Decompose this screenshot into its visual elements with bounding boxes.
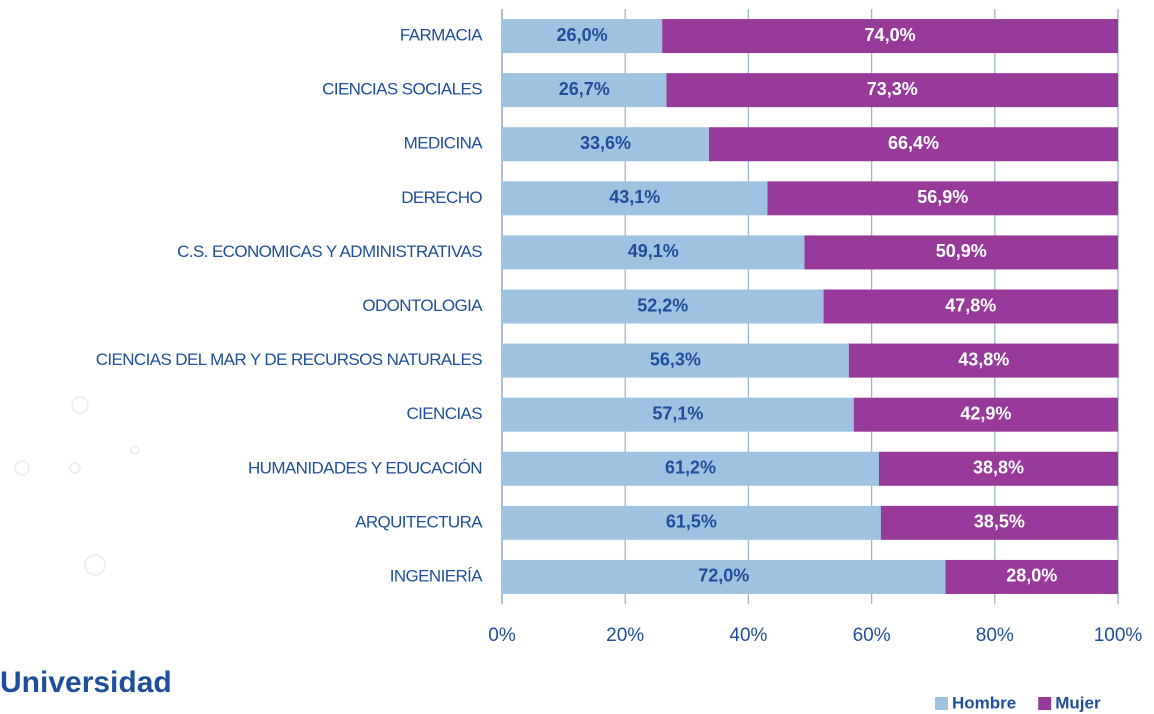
bar-segment [502, 235, 805, 270]
x-tick-label: 0% [488, 625, 516, 646]
bar-segment [502, 559, 946, 594]
data-label: 49,1% [628, 241, 679, 261]
legend-swatch [1038, 697, 1052, 710]
y-tick-label: ODONTOLOGIA [362, 296, 483, 315]
y-tick-label: CIENCIAS [407, 404, 483, 423]
data-label: 26,0% [557, 25, 608, 45]
data-label: 74,0% [865, 25, 916, 45]
bar-segment [823, 289, 1118, 324]
bar-segment [666, 73, 1118, 108]
y-tick-label: C.S. ECONOMICAS Y ADMINISTRATIVAS [177, 242, 482, 261]
decoration [14, 396, 140, 576]
bar-segment [880, 505, 1118, 540]
x-tick-label: 100% [1094, 625, 1143, 646]
bar-segment [662, 19, 1118, 54]
data-label: 66,4% [888, 133, 939, 153]
data-label: 38,5% [974, 512, 1025, 532]
bar-segment [804, 235, 1118, 270]
bar-segment [878, 451, 1118, 486]
x-tick-label: 80% [976, 625, 1014, 646]
data-label: 47,8% [945, 295, 996, 315]
data-label: 33,6% [580, 133, 631, 153]
y-tick-label: ARQUITECTURA [355, 512, 483, 531]
data-label: 43,8% [958, 349, 1009, 369]
data-label: 38,8% [973, 458, 1024, 478]
bar-segment [502, 73, 667, 108]
bar-segment [853, 397, 1118, 432]
x-tick-label: 40% [729, 625, 767, 646]
data-label: 61,2% [665, 458, 716, 478]
data-label: 73,3% [867, 79, 918, 99]
bar-segment [708, 127, 1118, 162]
legend-swatch [935, 697, 948, 710]
y-tick-label: MEDICINA [404, 134, 484, 153]
y-tick-label: INGENIERÍA [390, 566, 484, 585]
bar-segment [502, 397, 854, 432]
data-label: 57,1% [652, 403, 703, 423]
data-label: 50,9% [936, 241, 987, 261]
data-label: 42,9% [960, 403, 1011, 423]
legend-label: Hombre [952, 693, 1016, 712]
legend-label: Mujer [1055, 693, 1101, 712]
bar-segment [767, 181, 1118, 216]
bar-segment [502, 289, 824, 324]
y-tick-label: DERECHO [401, 188, 482, 207]
data-label: 52,2% [637, 295, 688, 315]
y-tick-label: HUMANIDADES Y EDUCACIÓN [248, 458, 482, 477]
data-label: 28,0% [1006, 566, 1057, 586]
bar-segment [502, 505, 881, 540]
bar-segment [502, 343, 849, 378]
bar-segment [502, 127, 709, 162]
logo-text: Universidad [0, 666, 172, 699]
data-label: 56,9% [917, 187, 968, 207]
data-label: 26,7% [559, 79, 610, 99]
y-tick-label: CIENCIAS SOCIALES [322, 80, 482, 99]
bar-segment [848, 343, 1119, 378]
y-tick-label: FARMACIA [400, 26, 483, 45]
data-label: 43,1% [609, 187, 660, 207]
bar-segment [945, 559, 1118, 594]
bar-segment [502, 451, 879, 486]
x-tick-label: 60% [853, 625, 891, 646]
y-tick-label: CIENCIAS DEL MAR Y DE RECURSOS NATURALES [96, 350, 483, 369]
data-label: 61,5% [666, 512, 717, 532]
bar-segment [502, 181, 768, 216]
x-tick-label: 20% [606, 625, 644, 646]
data-label: 72,0% [698, 566, 749, 586]
data-label: 56,3% [650, 349, 701, 369]
bar-segment [502, 19, 663, 54]
